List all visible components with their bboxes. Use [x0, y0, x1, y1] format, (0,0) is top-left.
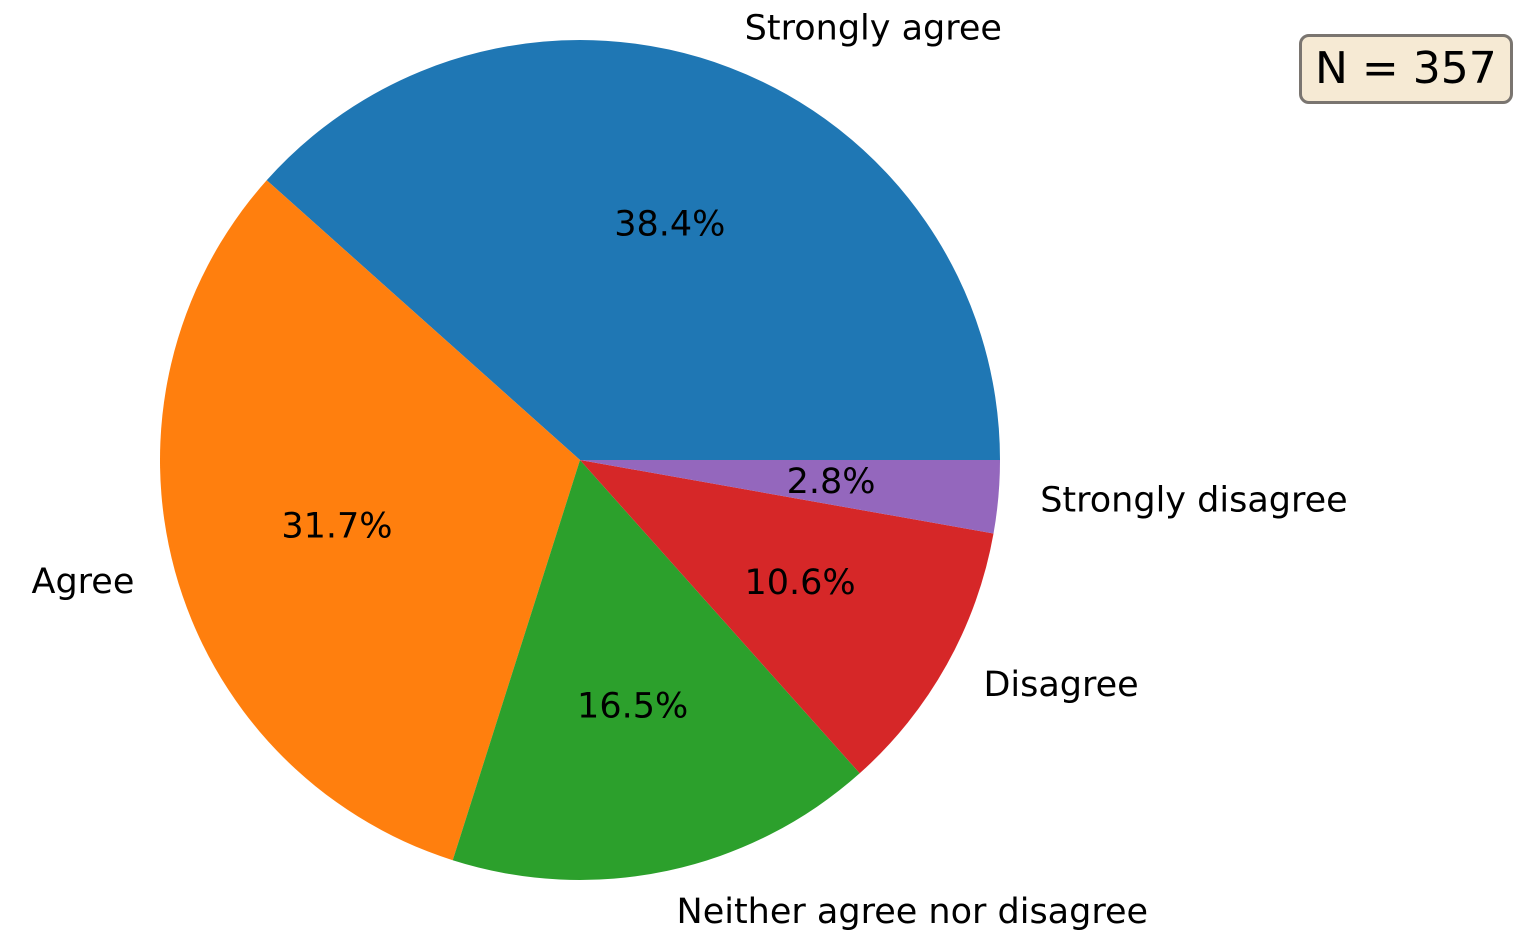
pie-slice-strongly-agree — [266, 40, 1000, 461]
pie-slice-agree — [159, 180, 580, 861]
pie-labels: 38.4% Strongly agree 31.7% Agree 16.5% Neithe… — [32, 8, 1348, 930]
pct-label-disagree: 10.6% — [744, 563, 855, 603]
pie-slice-strongly-disagree — [580, 460, 1000, 534]
pct-label-agree: 31.7% — [281, 506, 392, 546]
slice-label-neither-agree-nor-disagree: Neither agree nor disagree — [677, 892, 1149, 930]
slice-label-disagree: Disagree — [983, 665, 1138, 705]
pct-label-strongly-agree: 38.4% — [614, 205, 725, 245]
slice-label-agree: Agree — [32, 562, 135, 602]
pie-slice-neither-agree-nor-disagree — [452, 460, 860, 880]
pct-label-neither-agree-nor-disagree: 16.5% — [577, 686, 688, 726]
pie-slices — [159, 40, 1000, 880]
pie-slice-disagree — [580, 460, 994, 774]
sample-size-annotation: N = 357 — [1299, 34, 1513, 104]
slice-label-strongly-disagree: Strongly disagree — [1040, 481, 1347, 521]
pct-label-strongly-disagree: 2.8% — [787, 462, 876, 502]
slice-label-strongly-agree: Strongly agree — [745, 8, 1002, 48]
